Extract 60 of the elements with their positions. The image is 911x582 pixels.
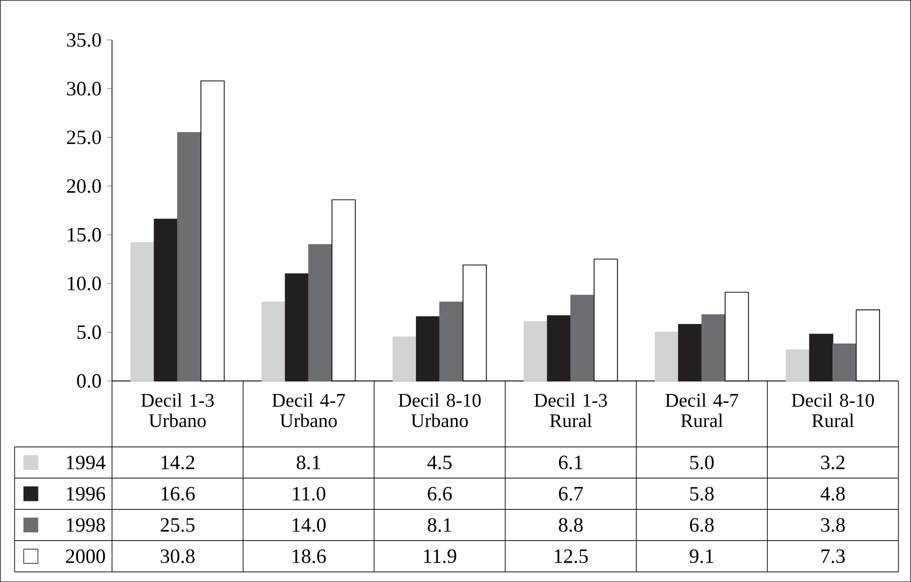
x-tick-label: Decil 8-10 Urbano [398,393,481,428]
data-label: 3.2 [821,456,844,470]
bar [832,343,857,382]
data-label: 8.1 [428,518,452,532]
bar [416,316,440,382]
x-tick-label: Decil 1-3 Urbano [141,393,214,428]
data-label: 7.3 [822,549,845,564]
data-label: 9.1 [690,549,714,564]
y-tick-label: 15.0 [68,228,101,242]
bar [392,336,417,382]
legend-label: 1994 [66,456,106,470]
data-label: 14.2 [162,456,194,470]
bar [262,302,286,382]
bar [701,314,726,382]
bar [786,349,810,382]
bar [570,294,594,382]
data-label: 16.6 [162,486,195,501]
bar [809,334,834,382]
data-label: 8.1 [296,456,320,470]
legend-label: 1996 [66,486,106,500]
data-label: 4.5 [427,456,452,470]
bar [524,320,548,382]
data-label: 5.8 [690,486,714,501]
data-label: 3.8 [821,518,845,532]
bar [308,244,332,382]
bar [154,218,178,382]
y-tick-label: 30.0 [67,82,101,96]
x-tick-label: Decil 4-7 Urbano [272,393,346,428]
data-label: 6.8 [690,518,714,532]
legend-label: 2000 [66,549,105,563]
data-label: 12.5 [554,549,588,564]
data-label: 8.8 [558,518,583,532]
y-tick-label: 35.0 [67,32,101,47]
data-label: 18.6 [292,549,326,564]
bar [547,315,572,382]
data-label: 25.5 [160,518,195,532]
bar [130,242,155,382]
data-label: 4.8 [820,486,845,501]
y-tick-label: 25.0 [67,130,101,144]
bar [654,332,679,382]
legend-label: 1998 [66,518,105,532]
x-tick-label: Decil 4-7 Rural [665,393,738,428]
bar [439,302,464,382]
bar [284,273,310,382]
y-tick-label: 20.0 [67,179,101,193]
y-tick-label: 5.0 [77,325,101,339]
x-tick-label: Decil 8-10 Rural [792,393,874,428]
data-label: 11.9 [424,549,456,564]
data-label: 6.1 [558,456,582,470]
bar [678,324,702,382]
data-label: 6.6 [428,486,452,501]
bar [177,132,202,382]
data-label: 30.8 [160,549,195,564]
data-label: 6.7 [558,486,583,501]
data-label: 14.0 [292,518,326,532]
data-label: 11.0 [293,486,326,501]
data-label: 5.0 [690,456,714,470]
y-tick-label: 10.0 [68,276,101,290]
x-tick-label: Decil 1-3 Rural [534,393,607,428]
y-tick-label: 0.0 [77,374,101,388]
